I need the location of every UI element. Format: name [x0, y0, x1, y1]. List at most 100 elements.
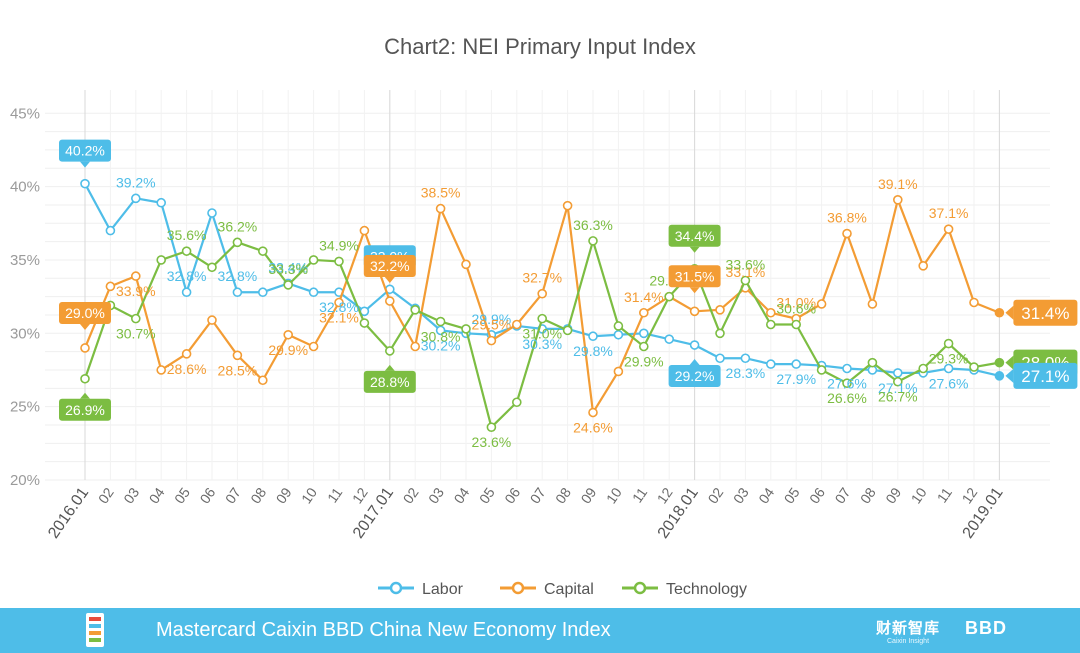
data-point-capital	[715, 305, 725, 315]
svg-text:31.5%: 31.5%	[675, 268, 715, 284]
data-label-labor: 27.6%	[827, 376, 867, 392]
data-label-capital: 28.5%	[218, 362, 258, 378]
y-tick-label: 20%	[10, 472, 40, 489]
data-point-capital	[638, 307, 649, 318]
data-point-technology	[435, 316, 446, 327]
data-label-labor: 27.9%	[776, 371, 816, 387]
nei-primary-input-chart: Chart2: NEI Primary Input Index 20% 25% 30…	[10, 34, 1078, 598]
data-point-labor	[740, 353, 751, 364]
x-tick-label: 09	[273, 484, 295, 506]
data-label-capital: 31.4%	[624, 289, 664, 305]
data-point-technology	[588, 236, 598, 246]
data-point-labor	[892, 368, 903, 378]
data-label-technology: 36.3%	[573, 217, 613, 233]
x-tick-label: 05	[781, 484, 803, 506]
series-layer	[80, 178, 1005, 432]
nei-logo-icon	[86, 613, 104, 647]
data-label-technology: 34.9%	[319, 237, 359, 253]
data-point-technology	[537, 313, 548, 324]
data-point-labor	[715, 353, 725, 364]
data-point-labor	[994, 371, 1005, 381]
svg-text:32.2%: 32.2%	[370, 258, 410, 274]
data-label-labor: 27.6%	[929, 376, 969, 392]
data-label-labor: 32.8%	[218, 268, 258, 284]
data-point-labor	[435, 325, 446, 336]
callout-badge-labor: 29.2%	[668, 359, 721, 388]
caixin-insight-logo: 财新智库	[876, 620, 941, 637]
data-point-labor	[232, 287, 243, 298]
data-point-technology	[232, 237, 243, 248]
data-point-technology	[664, 291, 675, 302]
callout-badge-technology: 34.4%	[668, 224, 721, 253]
footer-title: Mastercard Caixin BBD China New Economy …	[156, 619, 611, 641]
data-point-capital	[283, 329, 294, 340]
x-tick-label: 04	[146, 484, 168, 506]
data-point-capital	[969, 297, 979, 308]
data-point-technology	[131, 313, 141, 324]
data-point-technology	[867, 357, 878, 368]
svg-text:28.8%: 28.8%	[370, 374, 410, 390]
x-tick-label: 10	[603, 484, 625, 506]
data-point-labor	[689, 340, 700, 350]
data-point-capital	[918, 261, 929, 271]
x-tick-label: 11	[324, 484, 346, 505]
callout-badge-capital: 29.0%	[59, 301, 111, 330]
data-label-technology: 30.8%	[421, 329, 461, 345]
svg-text:34.4%: 34.4%	[675, 228, 715, 244]
y-tick-label: 40%	[10, 179, 40, 196]
data-point-labor	[791, 359, 802, 369]
callouts: 40.2%29.0%26.9%33.0%32.2%28.8%34.4%31.5%…	[59, 139, 1078, 421]
x-tick-label: 02	[95, 484, 117, 506]
x-tick-label: 03	[120, 484, 142, 506]
data-point-technology	[943, 338, 954, 349]
callout-badge-labor: 27.1%	[1005, 362, 1078, 389]
svg-text:31.4%: 31.4%	[1021, 304, 1069, 323]
data-label-capital: 33.1%	[726, 264, 766, 280]
data-point-capital	[207, 315, 217, 325]
x-tick-label: 08	[247, 484, 269, 506]
data-point-technology	[765, 319, 776, 330]
data-point-technology	[842, 378, 852, 388]
x-tick-label: 11	[934, 484, 956, 505]
data-point-labor	[664, 334, 675, 344]
callout-badge-technology: 26.9%	[59, 392, 111, 421]
data-point-capital	[537, 288, 548, 299]
data-point-technology	[613, 321, 624, 331]
data-point-capital	[384, 296, 395, 306]
data-point-labor	[588, 331, 598, 342]
data-point-technology	[511, 397, 522, 408]
data-label-technology: 26.7%	[878, 389, 918, 405]
data-point-technology	[80, 373, 90, 384]
data-point-technology	[334, 256, 344, 267]
data-label-technology: 23.6%	[472, 434, 512, 450]
x-tick-label: 2016.01	[45, 484, 92, 541]
data-point-technology	[283, 280, 294, 290]
legend-label-labor: Labor	[422, 581, 464, 598]
legend-label-capital: Capital	[544, 581, 594, 598]
data-point-capital	[486, 335, 497, 346]
data-point-labor	[80, 178, 90, 189]
x-tick-label: 10	[908, 484, 930, 506]
callout-badge-labor: 40.2%	[59, 139, 111, 168]
svg-text:29.2%: 29.2%	[675, 368, 715, 384]
data-point-labor	[156, 197, 166, 208]
x-tick-label: 12	[958, 484, 980, 506]
data-point-capital	[892, 195, 903, 205]
svg-text:29.0%: 29.0%	[65, 305, 105, 321]
x-tick-label: 07	[527, 484, 549, 506]
data-label-labor: 29.9%	[472, 311, 512, 327]
y-axis: 20% 25% 30% 35% 40% 45%	[10, 105, 40, 489]
data-point-technology	[156, 255, 166, 265]
data-point-capital	[156, 365, 166, 375]
data-point-capital	[613, 366, 624, 377]
data-label-capital: 36.8%	[827, 210, 867, 226]
data-point-labor	[207, 208, 217, 218]
data-point-labor	[131, 193, 141, 204]
data-point-technology	[816, 365, 827, 375]
data-point-labor	[842, 363, 852, 374]
data-label-technology: 33.3%	[268, 261, 308, 277]
x-tick-label: 12	[654, 484, 676, 506]
data-point-technology	[384, 346, 395, 356]
x-tick-label: 04	[755, 484, 777, 506]
x-tick-label: 03	[730, 484, 752, 506]
